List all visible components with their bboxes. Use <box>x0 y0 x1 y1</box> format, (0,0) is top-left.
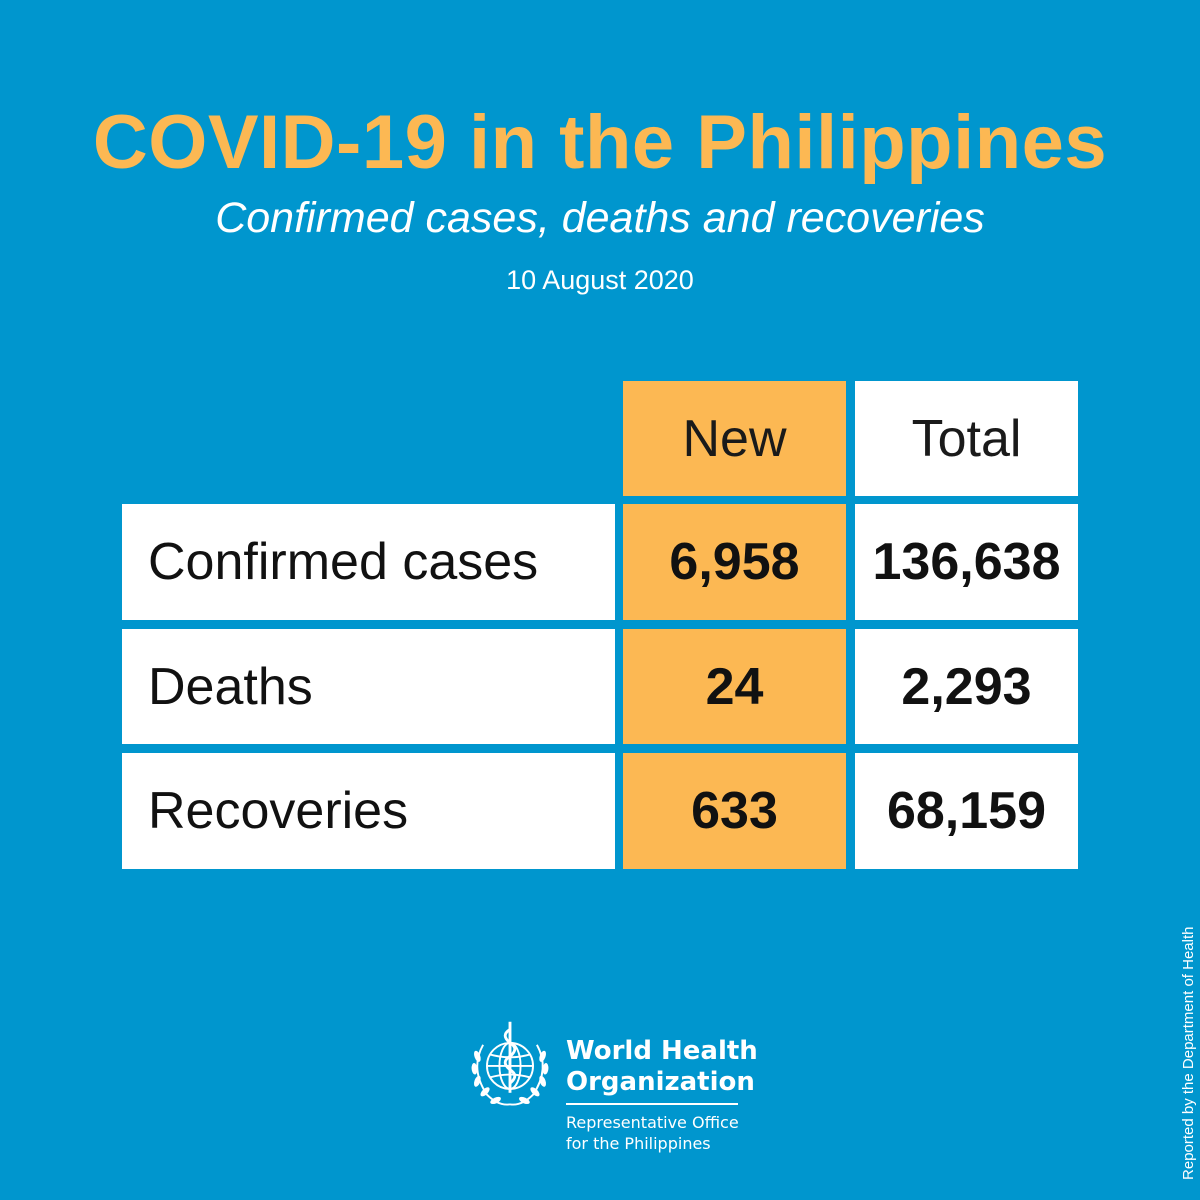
column-header-total: Total <box>855 381 1078 496</box>
row-label-recoveries: Recoveries <box>122 753 615 869</box>
page-title: COVID-19 in the Philippines <box>92 100 1108 185</box>
page-subtitle: Confirmed cases, deaths and recoveries <box>215 194 985 242</box>
cell-total-deaths: 2,293 <box>855 629 1078 744</box>
cell-total-recoveries: 68,159 <box>855 753 1078 869</box>
cell-total-confirmed-cases: 136,638 <box>855 504 1078 620</box>
who-emblem-icon <box>471 1021 549 1106</box>
source-note: Reported by the Department of Health <box>1180 926 1197 1180</box>
organization-divider <box>566 1103 738 1105</box>
office-name-line-1: Representative Office <box>566 1113 739 1132</box>
report-date: 10 August 2020 <box>506 265 694 295</box>
organization-name-line-1: World Health <box>566 1036 758 1066</box>
row-label-deaths: Deaths <box>122 629 615 744</box>
office-name: Representative Office for the Philippine… <box>566 1112 739 1154</box>
organization-name: World Health Organization <box>566 1036 758 1098</box>
row-label-confirmed-cases: Confirmed cases <box>122 504 615 620</box>
cell-new-confirmed-cases: 6,958 <box>623 504 846 620</box>
column-header-new: New <box>623 381 846 496</box>
office-name-line-2: for the Philippines <box>566 1134 711 1153</box>
organization-name-line-2: Organization <box>566 1067 755 1097</box>
cell-new-recoveries: 633 <box>623 753 846 869</box>
cell-new-deaths: 24 <box>623 629 846 744</box>
